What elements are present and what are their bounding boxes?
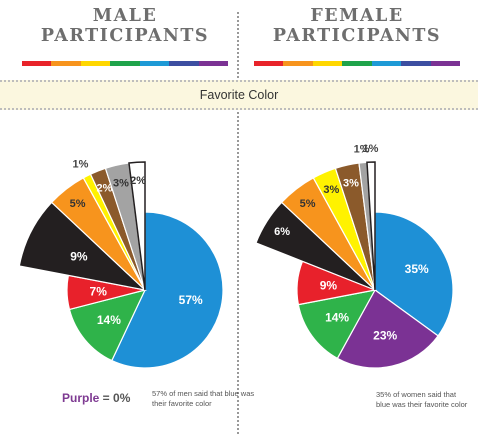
female-label-blue: 35% [405,262,429,276]
rainbow-segment [80,61,111,66]
female-label-white: 1% [363,143,379,155]
male-slice-white [128,161,146,291]
female-pie: 35% 23% 14% 9% 6% 5% 3% 3% 1%1% [255,143,454,369]
banner-label: Favorite Color [199,88,279,102]
female-blue-note: 35% of women said that blue was their fa… [376,390,468,409]
rainbow-segment [342,61,372,66]
purple-word: Purple [62,391,100,405]
male-chart-title: MALE PARTICIPANTS [10,6,240,46]
male-label-brown: 2% [97,183,113,195]
female-slice-purple [336,289,439,369]
rainbow-segment [430,61,460,66]
male-blue-note: 57% of men said that blue was their favo… [152,389,255,408]
male-label-yellow: 1% [73,159,89,171]
rainbow-segment [312,61,343,66]
rainbow-segment [401,61,431,66]
favorite-color-banner: Favorite Color [0,80,478,110]
female-label-brown: 3% [343,178,359,190]
male-label-gray: 3% [113,178,129,190]
rainbow-segment [169,61,199,66]
male-title-line-2: PARTICIPANTS [40,26,210,46]
male-slice-blue [110,211,224,369]
female-label-black: 6% [274,226,290,238]
male-label-green: 14% [97,313,121,327]
female-label-gray: 1% [354,144,370,156]
female-title-line-2: PARTICIPANTS [272,26,442,46]
male-label-blue: 57% [179,293,203,307]
rainbow-segment [254,61,284,66]
female-rainbow-bar [254,61,460,66]
purple-value: = 0% [99,391,131,405]
female-chart-title: FEMALE PARTICIPANTS [242,6,472,46]
male-pie: 57% 14% 7% 9% 5% 1% 2% 3% 2% [18,159,224,369]
male-slice-green [68,289,147,362]
column-divider [237,12,239,434]
male-label-red: 7% [90,285,108,299]
rainbow-segment [139,61,170,66]
female-label-red: 9% [320,279,338,293]
female-slice-blue [374,211,454,337]
female-slice-green [297,289,377,360]
rainbow-segment [51,61,81,66]
male-label-orange: 5% [70,198,86,210]
female-label-orange: 5% [300,198,316,210]
purple-zero-note: Purple = 0% [62,391,130,405]
rainbow-segment [283,61,313,66]
male-title-line-1: MALE [92,6,158,26]
rainbow-segment [371,61,402,66]
female-title-line-1: FEMALE [310,6,404,26]
male-rainbow-bar [22,61,228,66]
female-label-yellow: 3% [323,184,339,196]
female-label-green: 14% [325,311,349,325]
male-label-white: 2% [130,175,146,187]
rainbow-segment [22,61,52,66]
rainbow-segment [110,61,140,66]
male-label-black: 9% [70,249,88,263]
female-label-purple: 23% [373,329,397,343]
female-slice-white [366,161,376,291]
rainbow-segment [198,61,228,66]
